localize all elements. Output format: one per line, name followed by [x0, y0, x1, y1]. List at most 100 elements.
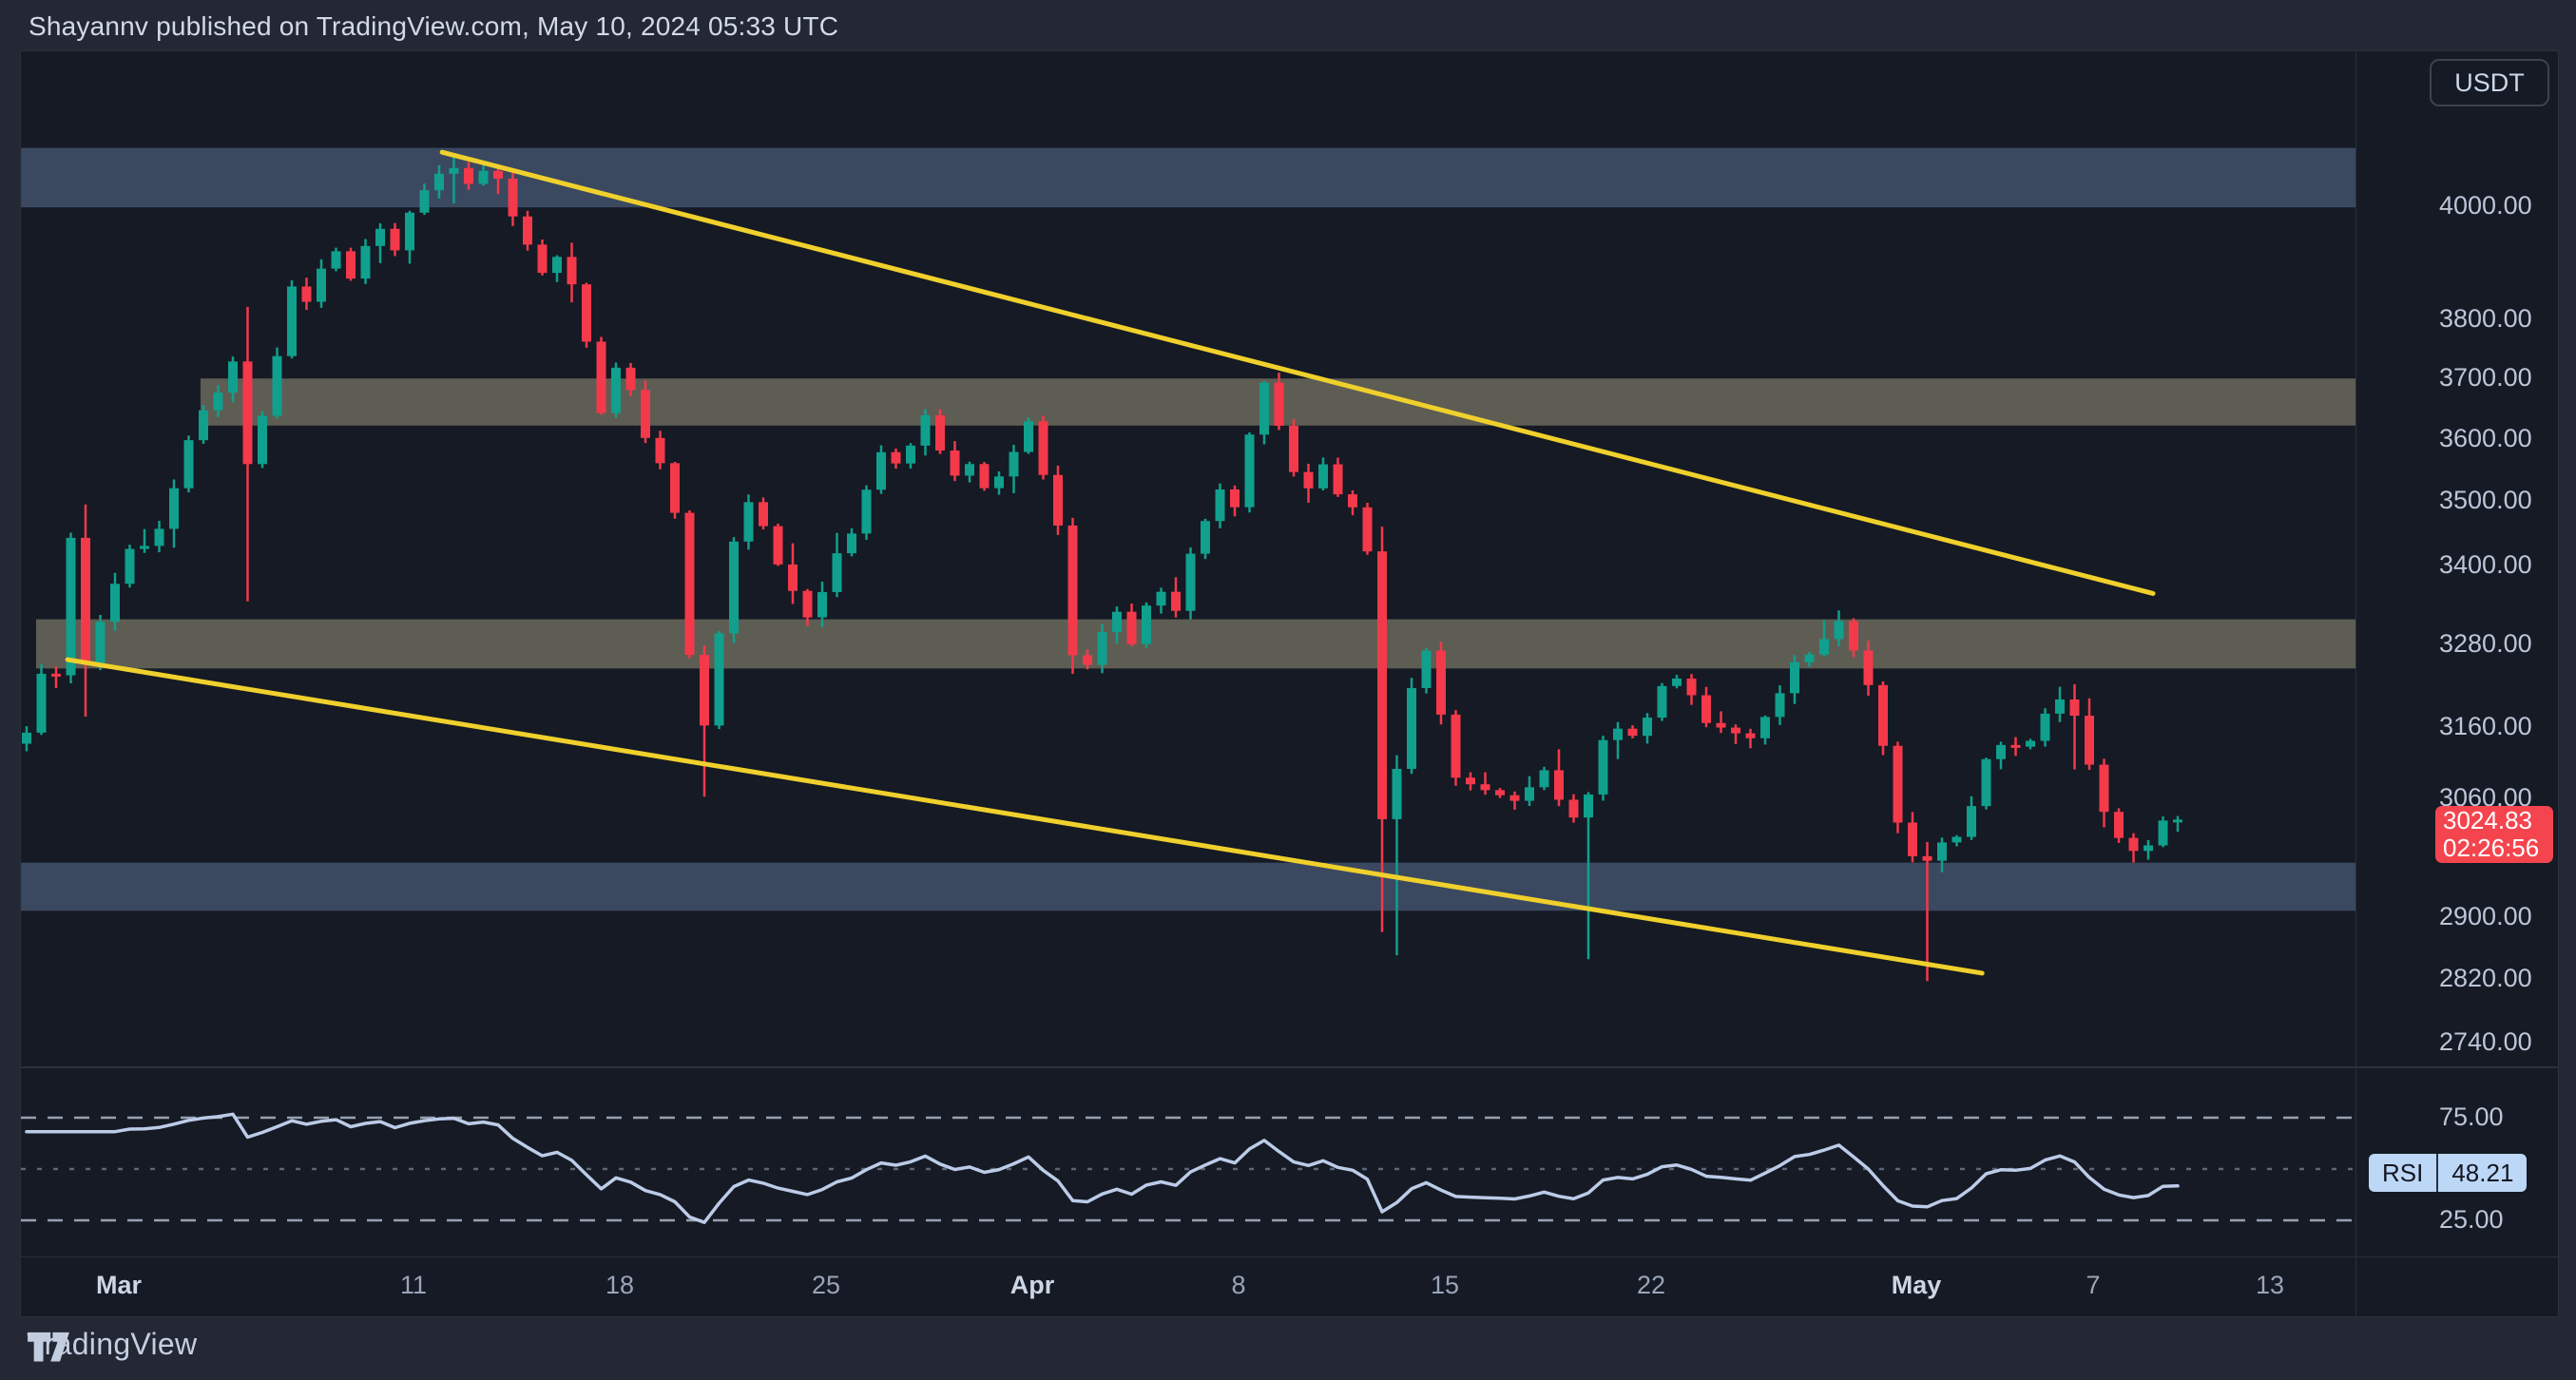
rsi-axis-label: 25.00 [2439, 1205, 2504, 1234]
candle-body [1584, 794, 1593, 818]
rsi-line [25, 1112, 2180, 1224]
candle-body [1834, 621, 1844, 640]
candle-body [1937, 842, 1947, 861]
candle-body [1024, 421, 1033, 452]
lower-channel-trendline[interactable] [65, 657, 1985, 976]
candle-body [759, 502, 768, 527]
candle-body [1053, 474, 1063, 526]
candle-body [1126, 611, 1137, 644]
price-axis-label: 3600.00 [2439, 423, 2532, 452]
candle-body [1303, 471, 1314, 489]
price-axis-label: 3400.00 [2439, 549, 2532, 579]
candle-body [2143, 845, 2153, 852]
candle-body [1951, 836, 1962, 843]
upper-channel-trendline[interactable] [439, 149, 2156, 596]
time-axis-label-25: 25 [811, 1271, 841, 1299]
candle-body [419, 190, 430, 213]
candle-body [258, 415, 267, 465]
candle-body [1745, 733, 1756, 738]
candle-body [1701, 695, 1711, 723]
candle-body [1804, 654, 1815, 662]
candle-body [449, 167, 459, 174]
candle-body [1289, 425, 1298, 472]
candle-body [847, 533, 856, 554]
candle-body [464, 167, 473, 184]
candle-body [508, 178, 518, 217]
candle-body [2114, 812, 2124, 838]
candle-body [81, 537, 90, 663]
price-axis-label: 2820.00 [2439, 963, 2532, 992]
candle-body [1318, 464, 1328, 489]
candle-body [920, 414, 931, 446]
candle-body [1981, 758, 1991, 807]
candle-body [1112, 611, 1122, 633]
candle-body [1185, 553, 1196, 611]
candle-body [1775, 693, 1785, 718]
candle-body [1643, 718, 1652, 737]
candle-body [1686, 678, 1697, 696]
candle-body [670, 463, 680, 513]
candle-body [1156, 591, 1166, 606]
candle-body [788, 564, 798, 591]
candle-body [1863, 650, 1874, 685]
candle-body [1613, 728, 1623, 740]
zone-supply-2 [35, 619, 2356, 669]
candle-body [242, 361, 253, 465]
candle-body [1849, 621, 1858, 651]
price-axis-label: 2740.00 [2439, 1026, 2532, 1056]
candle-body [66, 537, 76, 676]
candle-body [1259, 382, 1269, 435]
candle-body [317, 268, 326, 302]
candle-body [493, 170, 503, 179]
candle-body [1348, 494, 1357, 508]
candle-body [1760, 717, 1770, 738]
candle-body [2040, 713, 2050, 741]
candle-body [1495, 790, 1505, 795]
zone-support-3 [21, 862, 2356, 911]
time-axis-label-18: 18 [605, 1271, 635, 1299]
candle-body [1466, 777, 1475, 785]
candle-body [2010, 744, 2021, 748]
candle-body [2099, 764, 2109, 813]
publish-caption: Shayannv published on TradingView.com, M… [29, 11, 839, 41]
time-axis-label-22: 22 [1636, 1271, 1666, 1299]
tradingview-brand[interactable]: TradingView [27, 1327, 197, 1362]
candle-body [2173, 819, 2182, 823]
candle-body [1922, 855, 1932, 861]
candle-body [1996, 744, 2006, 759]
candle-body [1819, 639, 1829, 655]
candle-body [655, 437, 665, 464]
price-axis-label: 3800.00 [2439, 304, 2532, 334]
last-price-value: 3024.83 [2443, 806, 2532, 834]
rsi-pane[interactable] [21, 1067, 2356, 1257]
candle-body [979, 464, 990, 489]
candle-body [140, 546, 149, 549]
candle-body [2085, 716, 2094, 765]
candle-body [1230, 489, 1240, 508]
zone-resistance-0 [21, 147, 2356, 208]
candle-body [272, 355, 282, 416]
candle-body [935, 414, 945, 451]
candle-body [625, 367, 636, 391]
candle-body [301, 286, 312, 302]
candle-body [1525, 787, 1534, 801]
chart-widget[interactable] [20, 50, 2559, 1317]
candle-body [1627, 728, 1638, 737]
candle-body [1480, 784, 1490, 791]
price-pane[interactable] [21, 51, 2356, 1067]
candle-body [1893, 745, 1903, 823]
candle-body [36, 673, 47, 733]
candle-body [1244, 434, 1255, 508]
candle-body [1201, 521, 1210, 554]
rsi-badge-value: 48.21 [2436, 1154, 2527, 1192]
time-axis-label-7: 7 [2086, 1271, 2101, 1299]
quote-currency-button[interactable]: USDT [2430, 59, 2549, 106]
time-axis-label-mar: Mar [95, 1271, 143, 1299]
time-axis-label-11: 11 [399, 1271, 428, 1299]
candle-body [2069, 699, 2080, 717]
candle-body [832, 553, 842, 592]
candle-body [375, 228, 385, 246]
pane-divider-main-rsi[interactable] [20, 1066, 2559, 1068]
candle-body [1967, 806, 1976, 837]
